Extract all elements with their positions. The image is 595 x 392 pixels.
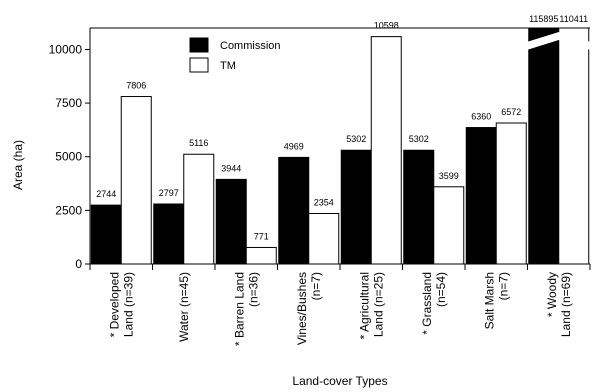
value-labels: 2744 7806 2797 5116 3944 771 4969 2354 5302 10598… <box>96 14 588 241</box>
bar-commission-5 <box>403 149 435 265</box>
x-category-label: * Agricultural <box>357 272 371 339</box>
bar-tm-4 <box>370 36 402 265</box>
x-category-label: Salt Marsh <box>482 272 496 329</box>
value-label: 6360 <box>471 112 491 122</box>
value-label: 6572 <box>501 107 521 117</box>
x-axis: * Developed Land (n=39) Water (n=45) * Barr… <box>89 264 591 346</box>
y-tick-label: 0 <box>75 257 82 271</box>
y-tick-label: 2500 <box>55 203 82 217</box>
bar-tm-5 <box>433 186 465 265</box>
value-label: 2744 <box>96 189 116 199</box>
x-category-label: * Developed <box>107 272 121 337</box>
x-category-label: Water (n=45) <box>177 272 191 342</box>
bars <box>90 27 591 265</box>
legend: Commission TM <box>189 37 281 73</box>
bar-commission-3 <box>278 156 310 265</box>
x-category-label: (n=54) <box>434 272 448 307</box>
value-label: 5302 <box>409 134 429 144</box>
legend-swatch-commission <box>189 37 209 53</box>
y-axis: 0 2500 5000 7500 10000 <box>49 42 90 271</box>
legend-swatch-tm <box>189 57 209 73</box>
bar-tm-0 <box>120 96 152 265</box>
bar-tm-7 <box>558 27 590 265</box>
legend-label: Commission <box>220 40 281 52</box>
value-label: 4969 <box>284 141 304 151</box>
x-category-label: (n=7) <box>496 272 510 300</box>
value-label: 10598 <box>374 21 399 31</box>
bar-tm-2 <box>245 246 277 265</box>
value-label: 2797 <box>159 188 179 198</box>
bar-tm-1 <box>183 153 215 265</box>
y-tick-label: 7500 <box>55 96 82 110</box>
legend-label: TM <box>220 60 236 72</box>
axis-break-mark <box>526 32 591 50</box>
x-category-label: (n=36) <box>246 272 260 307</box>
x-category-label: * Barren Land <box>232 272 246 346</box>
bar-commission-6 <box>465 127 497 265</box>
x-category-label: * Grassland <box>420 272 434 335</box>
x-category-label: Land (n=39) <box>121 272 135 337</box>
value-label: 115895 <box>529 14 558 24</box>
value-label: 110411 <box>559 14 588 24</box>
x-category-label: * Woody <box>545 272 559 317</box>
bar-commission-4 <box>340 149 372 265</box>
value-label: 5302 <box>346 134 366 144</box>
x-category-label: Land (n=69) <box>559 272 573 337</box>
bar-commission-2 <box>215 178 247 265</box>
bar-commission-7 <box>528 27 560 265</box>
x-category-label: (n=7) <box>309 272 323 300</box>
y-axis-title: Area (ha) <box>11 140 25 190</box>
x-category-label: Land (n=25) <box>371 272 385 337</box>
value-label: 2354 <box>314 197 334 207</box>
bar-commission-0 <box>90 204 122 265</box>
value-label: 7806 <box>126 81 146 91</box>
x-category-label: Vines/Bushes <box>295 272 309 345</box>
y-tick-label: 10000 <box>49 42 83 56</box>
y-tick-label: 5000 <box>55 150 82 164</box>
bar-tm-6 <box>495 122 527 265</box>
value-label: 771 <box>254 231 269 241</box>
value-label: 3944 <box>221 163 241 173</box>
bar-commission-1 <box>153 203 185 265</box>
bar-tm-3 <box>308 212 340 265</box>
x-axis-title: Land-cover Types <box>292 374 387 388</box>
value-label: 3599 <box>439 171 459 181</box>
value-label: 5116 <box>189 138 208 148</box>
